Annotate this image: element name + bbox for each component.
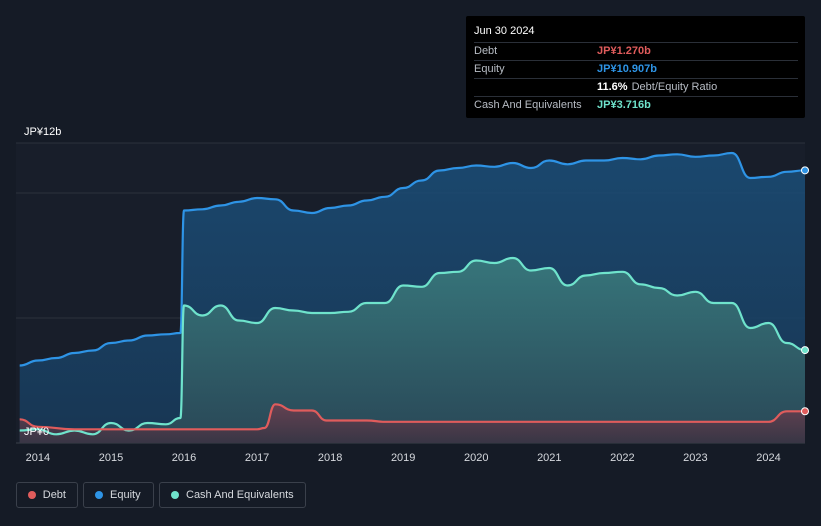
cash-end-marker — [801, 346, 809, 355]
tooltip-ratio-value: 11.6% — [597, 81, 628, 93]
x-tick-label: 2023 — [683, 452, 707, 464]
series-end-markers — [801, 166, 809, 416]
legend: Debt Equity Cash And Equivalents — [16, 482, 306, 510]
tooltip-ratio-suffix: Debt/Equity Ratio — [631, 81, 718, 93]
tooltip-date: Jun 30 2024 — [474, 25, 535, 37]
legend-item-debt[interactable]: Debt — [16, 482, 78, 508]
cash-dot-icon — [171, 491, 179, 499]
series-areas — [19, 153, 805, 443]
debt-end-marker — [801, 407, 809, 416]
cash-line — [19, 256, 806, 436]
debt-area — [19, 404, 805, 443]
tooltip-equity-label: Equity — [474, 63, 505, 75]
legend-item-equity[interactable]: Equity — [83, 482, 154, 508]
x-tick-label: 2020 — [464, 452, 488, 464]
x-axis-labels: 2014 2015 2016 2017 2018 2019 2020 2021 2022 2023… — [26, 452, 781, 464]
x-tick-label: 2016 — [172, 452, 196, 464]
x-tick-label: 2022 — [610, 452, 634, 464]
tooltip-equity-value: JP¥10.907b — [597, 63, 657, 75]
tooltip-panel: Jun 30 2024 Debt JP¥1.270b Equity JP¥10.… — [466, 16, 805, 118]
tooltip-debt-label: Debt — [474, 45, 498, 57]
legend-item-cash[interactable]: Cash And Equivalents — [159, 482, 306, 508]
y-tick-label-top: JP¥12b — [24, 126, 61, 138]
legend-equity-label: Equity — [110, 489, 141, 501]
series-lines — [19, 151, 806, 436]
x-tick-label: 2014 — [26, 452, 50, 464]
y-axis-labels: JP¥12b JP¥0 — [24, 126, 61, 438]
x-tick-label: 2018 — [318, 452, 342, 464]
tooltip-row-equity: Equity JP¥10.907b — [474, 60, 798, 78]
legend-debt-label: Debt — [42, 489, 66, 501]
x-tick-label: 2017 — [245, 452, 269, 464]
debt-dot-icon — [28, 491, 36, 499]
y-tick-label-zero: JP¥0 — [24, 426, 49, 438]
equity-line — [19, 151, 806, 367]
equity-end-marker — [801, 166, 809, 175]
tooltip-cash-value: JP¥3.716b — [597, 99, 651, 111]
x-tick-label: 2019 — [391, 452, 415, 464]
x-tick-label: 2024 — [756, 452, 780, 464]
tooltip-ratio-label — [474, 79, 597, 96]
x-tick-label: 2021 — [537, 452, 561, 464]
tooltip-cash-label: Cash And Equivalents — [474, 99, 582, 111]
x-tick-label: 2015 — [99, 452, 123, 464]
debt-line — [19, 403, 805, 431]
equity-dot-icon — [95, 491, 103, 499]
tooltip-debt-value: JP¥1.270b — [597, 45, 651, 57]
legend-cash-label: Cash And Equivalents — [186, 489, 294, 501]
tooltip-row-debt: Debt JP¥1.270b — [474, 42, 798, 60]
cash-area — [19, 258, 805, 443]
tooltip-row-cash: Cash And Equivalents JP¥3.716b — [474, 96, 798, 114]
tooltip-row-ratio: 11.6% Debt/Equity Ratio — [474, 78, 798, 96]
